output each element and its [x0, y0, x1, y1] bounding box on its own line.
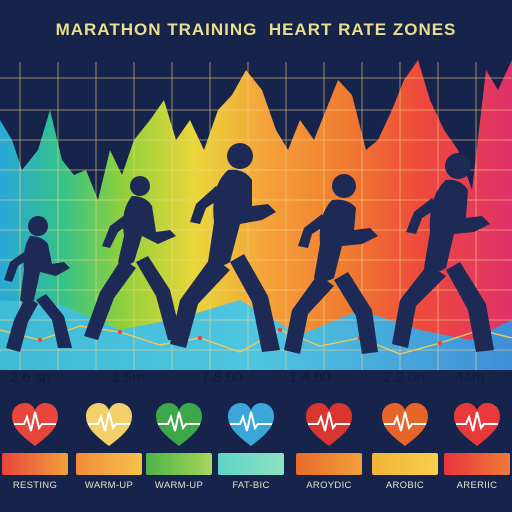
- zone-item: AROBIC: [372, 398, 438, 508]
- zone-label: RESTING: [12, 480, 58, 491]
- zone-label: WARM-UP: [84, 480, 134, 491]
- runner-2: [84, 176, 182, 340]
- zone-label: AROYDIC: [306, 480, 352, 491]
- zone-label: AROBIC: [385, 480, 425, 491]
- x-tick: 2.3 on: [383, 369, 425, 386]
- zone-label: ARERIIC: [456, 480, 498, 491]
- divider: [0, 388, 512, 398]
- zone-item: WARM-UP: [146, 398, 212, 508]
- zone-color-bar: [76, 453, 142, 475]
- zone-color-bar: [372, 453, 438, 475]
- zone-label: FAT-BIC: [232, 480, 270, 491]
- zone-item: FAT-BIC: [218, 398, 284, 508]
- heart-icon: [86, 403, 132, 446]
- runner-4: [284, 174, 378, 354]
- zone-color-bar: [2, 453, 68, 475]
- heart-icon: [306, 403, 352, 446]
- zone-label: WARM-UP: [154, 480, 204, 491]
- runner-5: [392, 153, 494, 352]
- x-tick: 1.4,00: [289, 369, 331, 386]
- heart-icon: [454, 403, 500, 446]
- zone-item: ARERIIC: [444, 398, 510, 508]
- zone-color-bar: [146, 453, 212, 475]
- zone-legend: RESTING WARM-UP WARM-UP FAT-BIC AROYDIC AROBI…: [0, 398, 512, 512]
- heart-icon: [228, 403, 274, 446]
- zone-item: AROYDIC: [296, 398, 362, 508]
- x-tick: 44m: [455, 369, 485, 386]
- poster-title: MARATHON TRAINING HEART RATE ZONES: [55, 20, 457, 39]
- zone-color-bar: [444, 453, 510, 475]
- zone-item: WARM-UP: [76, 398, 142, 508]
- zone-item: RESTING: [2, 398, 68, 508]
- heart-icon: [382, 403, 428, 446]
- baseline-band: [0, 300, 512, 370]
- zone-color-bar: [296, 453, 362, 475]
- x-tick: 1.5m: [111, 369, 145, 386]
- x-tick: 7.8,00: [201, 369, 243, 386]
- heart-icon: [156, 403, 202, 446]
- zone-color-bar: [218, 453, 284, 475]
- runner-3: [170, 143, 280, 352]
- x-tick: 2.6 sn: [9, 369, 51, 386]
- heart-icon: [12, 403, 58, 446]
- runner-1: [4, 216, 72, 352]
